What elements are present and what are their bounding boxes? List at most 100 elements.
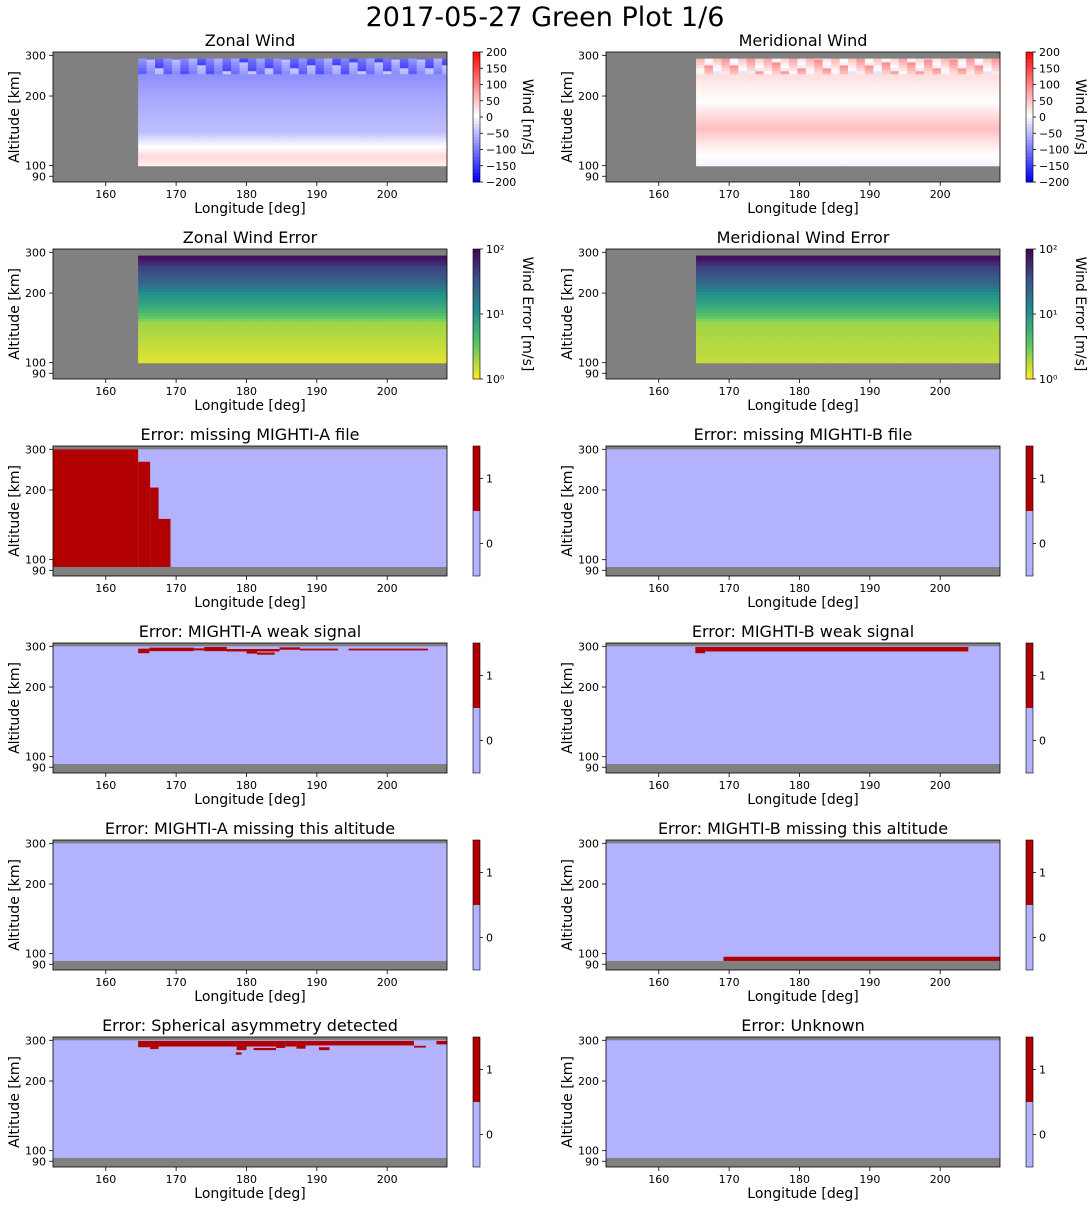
heatmap-cell <box>197 347 207 352</box>
heatmap-cell <box>273 153 283 158</box>
heatmap-cell <box>349 261 359 266</box>
heatmap-cell <box>873 159 883 164</box>
heatmap-cell <box>788 335 798 340</box>
heatmap-cell <box>298 58 308 60</box>
heatmap-cell <box>746 330 756 334</box>
heatmap-cell <box>188 85 198 90</box>
heatmap-cell <box>222 109 232 113</box>
heatmap-cell <box>231 153 241 158</box>
heatmap-cell <box>898 359 908 364</box>
x-tick-label: 170 <box>719 188 740 201</box>
heatmap-cell <box>171 306 181 310</box>
heatmap-cell <box>222 106 232 110</box>
heatmap-cell <box>416 264 426 269</box>
heatmap-cell <box>932 121 942 125</box>
heatmap-cell <box>171 359 181 364</box>
heatmap-cell <box>306 270 317 275</box>
heatmap-cell <box>772 64 782 69</box>
heatmap-cell <box>298 58 308 63</box>
heatmap-cell <box>780 309 790 313</box>
heatmap-cell <box>738 76 748 81</box>
heatmap-cell <box>180 144 190 149</box>
heatmap-cell <box>222 138 232 143</box>
heatmap-cell <box>340 138 350 143</box>
heatmap-cell <box>231 285 241 290</box>
heatmap-cell <box>349 332 359 337</box>
heatmap-cell <box>848 124 858 128</box>
heatmap-cell <box>306 61 317 66</box>
heatmap-cell <box>416 279 426 284</box>
heatmap-cell <box>256 58 266 63</box>
heatmap-cell <box>239 58 249 60</box>
heatmap-cell <box>966 147 976 152</box>
heatmap-cell <box>382 121 393 125</box>
colorbar-segment <box>473 68 480 72</box>
colorbar-label: Wind Error [m/s] <box>519 257 535 372</box>
heatmap-cell <box>264 261 274 266</box>
heatmap-cell <box>171 324 181 328</box>
heatmap-cell <box>231 76 241 81</box>
heatmap-cell <box>239 112 249 116</box>
heatmap-cell <box>366 109 376 113</box>
heatmap-cell <box>974 312 984 316</box>
heatmap-cell <box>315 76 325 81</box>
heatmap-cell <box>231 121 241 125</box>
heatmap-cell <box>924 324 934 328</box>
heatmap-cell <box>332 106 342 110</box>
heatmap-cell <box>772 67 782 72</box>
heatmap-cell <box>332 76 342 81</box>
heatmap-cell <box>340 162 350 167</box>
heatmap-cell <box>425 294 435 298</box>
heatmap-cell <box>205 255 215 257</box>
heatmap-cell <box>814 121 824 125</box>
heatmap-cell <box>357 103 367 107</box>
heatmap-cell <box>696 133 706 137</box>
heatmap-cell <box>983 73 993 78</box>
heatmap-cell <box>340 255 350 260</box>
heatmap-cell <box>881 138 891 143</box>
heatmap-cell <box>382 303 393 307</box>
heatmap-cell <box>416 312 426 316</box>
heatmap-cell <box>205 344 215 349</box>
heatmap-cell <box>290 115 300 119</box>
colorbar-segment <box>473 55 480 59</box>
heatmap-cell <box>856 159 866 164</box>
heatmap-cell <box>205 279 215 284</box>
heatmap-cell <box>357 261 367 266</box>
heatmap-cell <box>231 115 241 119</box>
heatmap-cell <box>357 288 367 292</box>
heatmap-cell <box>924 150 934 155</box>
heatmap-cell <box>442 321 447 325</box>
heatmap-cell <box>146 350 156 355</box>
heatmap-cell <box>864 130 874 134</box>
heatmap-cell <box>138 61 148 66</box>
heatmap-cell <box>205 73 215 78</box>
heatmap-cell <box>171 294 181 298</box>
heatmap-cell <box>696 97 706 101</box>
heatmap-cell <box>890 156 900 161</box>
heatmap-cell <box>442 279 447 284</box>
heatmap-cell <box>746 321 756 325</box>
heatmap-cell <box>306 273 317 278</box>
heatmap-cell <box>222 294 232 298</box>
heatmap-cell <box>890 70 900 75</box>
heatmap-cell <box>298 94 308 98</box>
heatmap-cell <box>433 94 443 98</box>
heatmap-cell <box>856 64 866 69</box>
heatmap-cell <box>315 141 325 146</box>
heatmap-cell <box>755 147 765 152</box>
heatmap-cell <box>315 276 325 281</box>
heatmap-cell <box>924 94 934 98</box>
heatmap-cell <box>306 338 317 343</box>
colorbar-segment <box>1026 152 1033 157</box>
heatmap-cell <box>442 150 447 155</box>
heatmap-cell <box>205 327 215 331</box>
heatmap-cell <box>915 350 925 355</box>
heatmap-cell <box>382 144 393 149</box>
heatmap-cell <box>814 112 824 116</box>
heatmap-cell <box>281 306 291 310</box>
heatmap-cell <box>323 150 333 155</box>
heatmap-cell <box>273 97 283 101</box>
heatmap-cell <box>273 306 283 310</box>
heatmap-cell <box>138 303 148 307</box>
